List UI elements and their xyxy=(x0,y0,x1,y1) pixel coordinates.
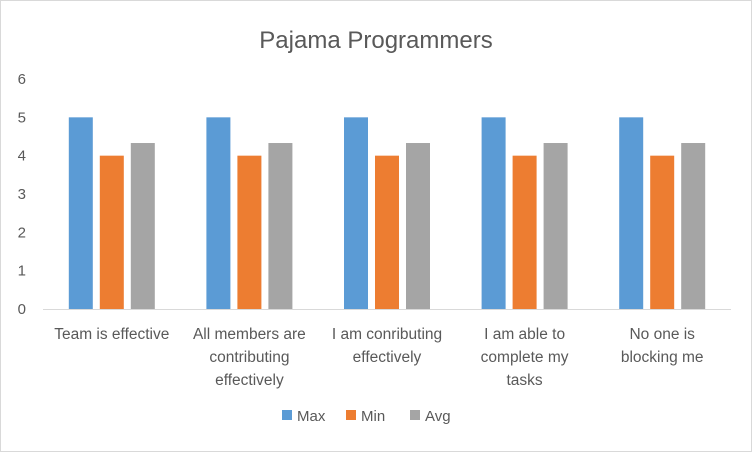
bar-max xyxy=(206,117,231,309)
bar-avg xyxy=(406,143,430,309)
category-label: Team is effective xyxy=(54,326,169,343)
y-tick-label: 5 xyxy=(18,109,26,126)
category-label: No one is blocking me xyxy=(621,326,704,366)
y-tick-label: 6 xyxy=(18,71,26,88)
bar-avg xyxy=(268,143,293,309)
category-labels: Team is effective All members are contribu… xyxy=(54,326,703,389)
bar-min xyxy=(237,155,262,309)
bars-group xyxy=(68,117,706,309)
bar-avg xyxy=(681,143,706,309)
bar-max xyxy=(619,117,644,309)
legend-swatch-avg xyxy=(410,410,420,420)
legend-swatch-max xyxy=(282,410,292,420)
bar-min xyxy=(650,155,675,309)
bar-min xyxy=(512,155,537,309)
y-tick-label: 0 xyxy=(18,301,26,318)
legend-swatch-min xyxy=(346,410,356,420)
bar-min xyxy=(99,155,124,309)
category-label: All members are contributing effectively xyxy=(193,326,306,389)
chart-title: Pajama Programmers xyxy=(259,27,492,54)
y-tick-label: 3 xyxy=(18,186,26,203)
legend: Max Min Avg xyxy=(282,408,451,425)
bar-avg xyxy=(130,143,155,309)
category-label: I am able to complete my tasks xyxy=(481,326,569,389)
y-axis-tick-labels: 0 1 2 3 4 5 6 xyxy=(18,71,26,318)
y-tick-label: 1 xyxy=(18,263,26,280)
category-label: I am conributing effectively xyxy=(332,326,442,366)
legend-label-avg: Avg xyxy=(425,408,451,425)
y-tick-label: 2 xyxy=(18,224,26,241)
bar-avg xyxy=(543,143,568,309)
legend-label-min: Min xyxy=(361,408,385,425)
y-tick-label: 4 xyxy=(18,148,26,165)
bar-max xyxy=(344,117,368,309)
legend-label-max: Max xyxy=(297,408,326,425)
bar-min xyxy=(375,155,399,309)
bar-max xyxy=(68,117,93,309)
bar-max xyxy=(481,117,506,309)
